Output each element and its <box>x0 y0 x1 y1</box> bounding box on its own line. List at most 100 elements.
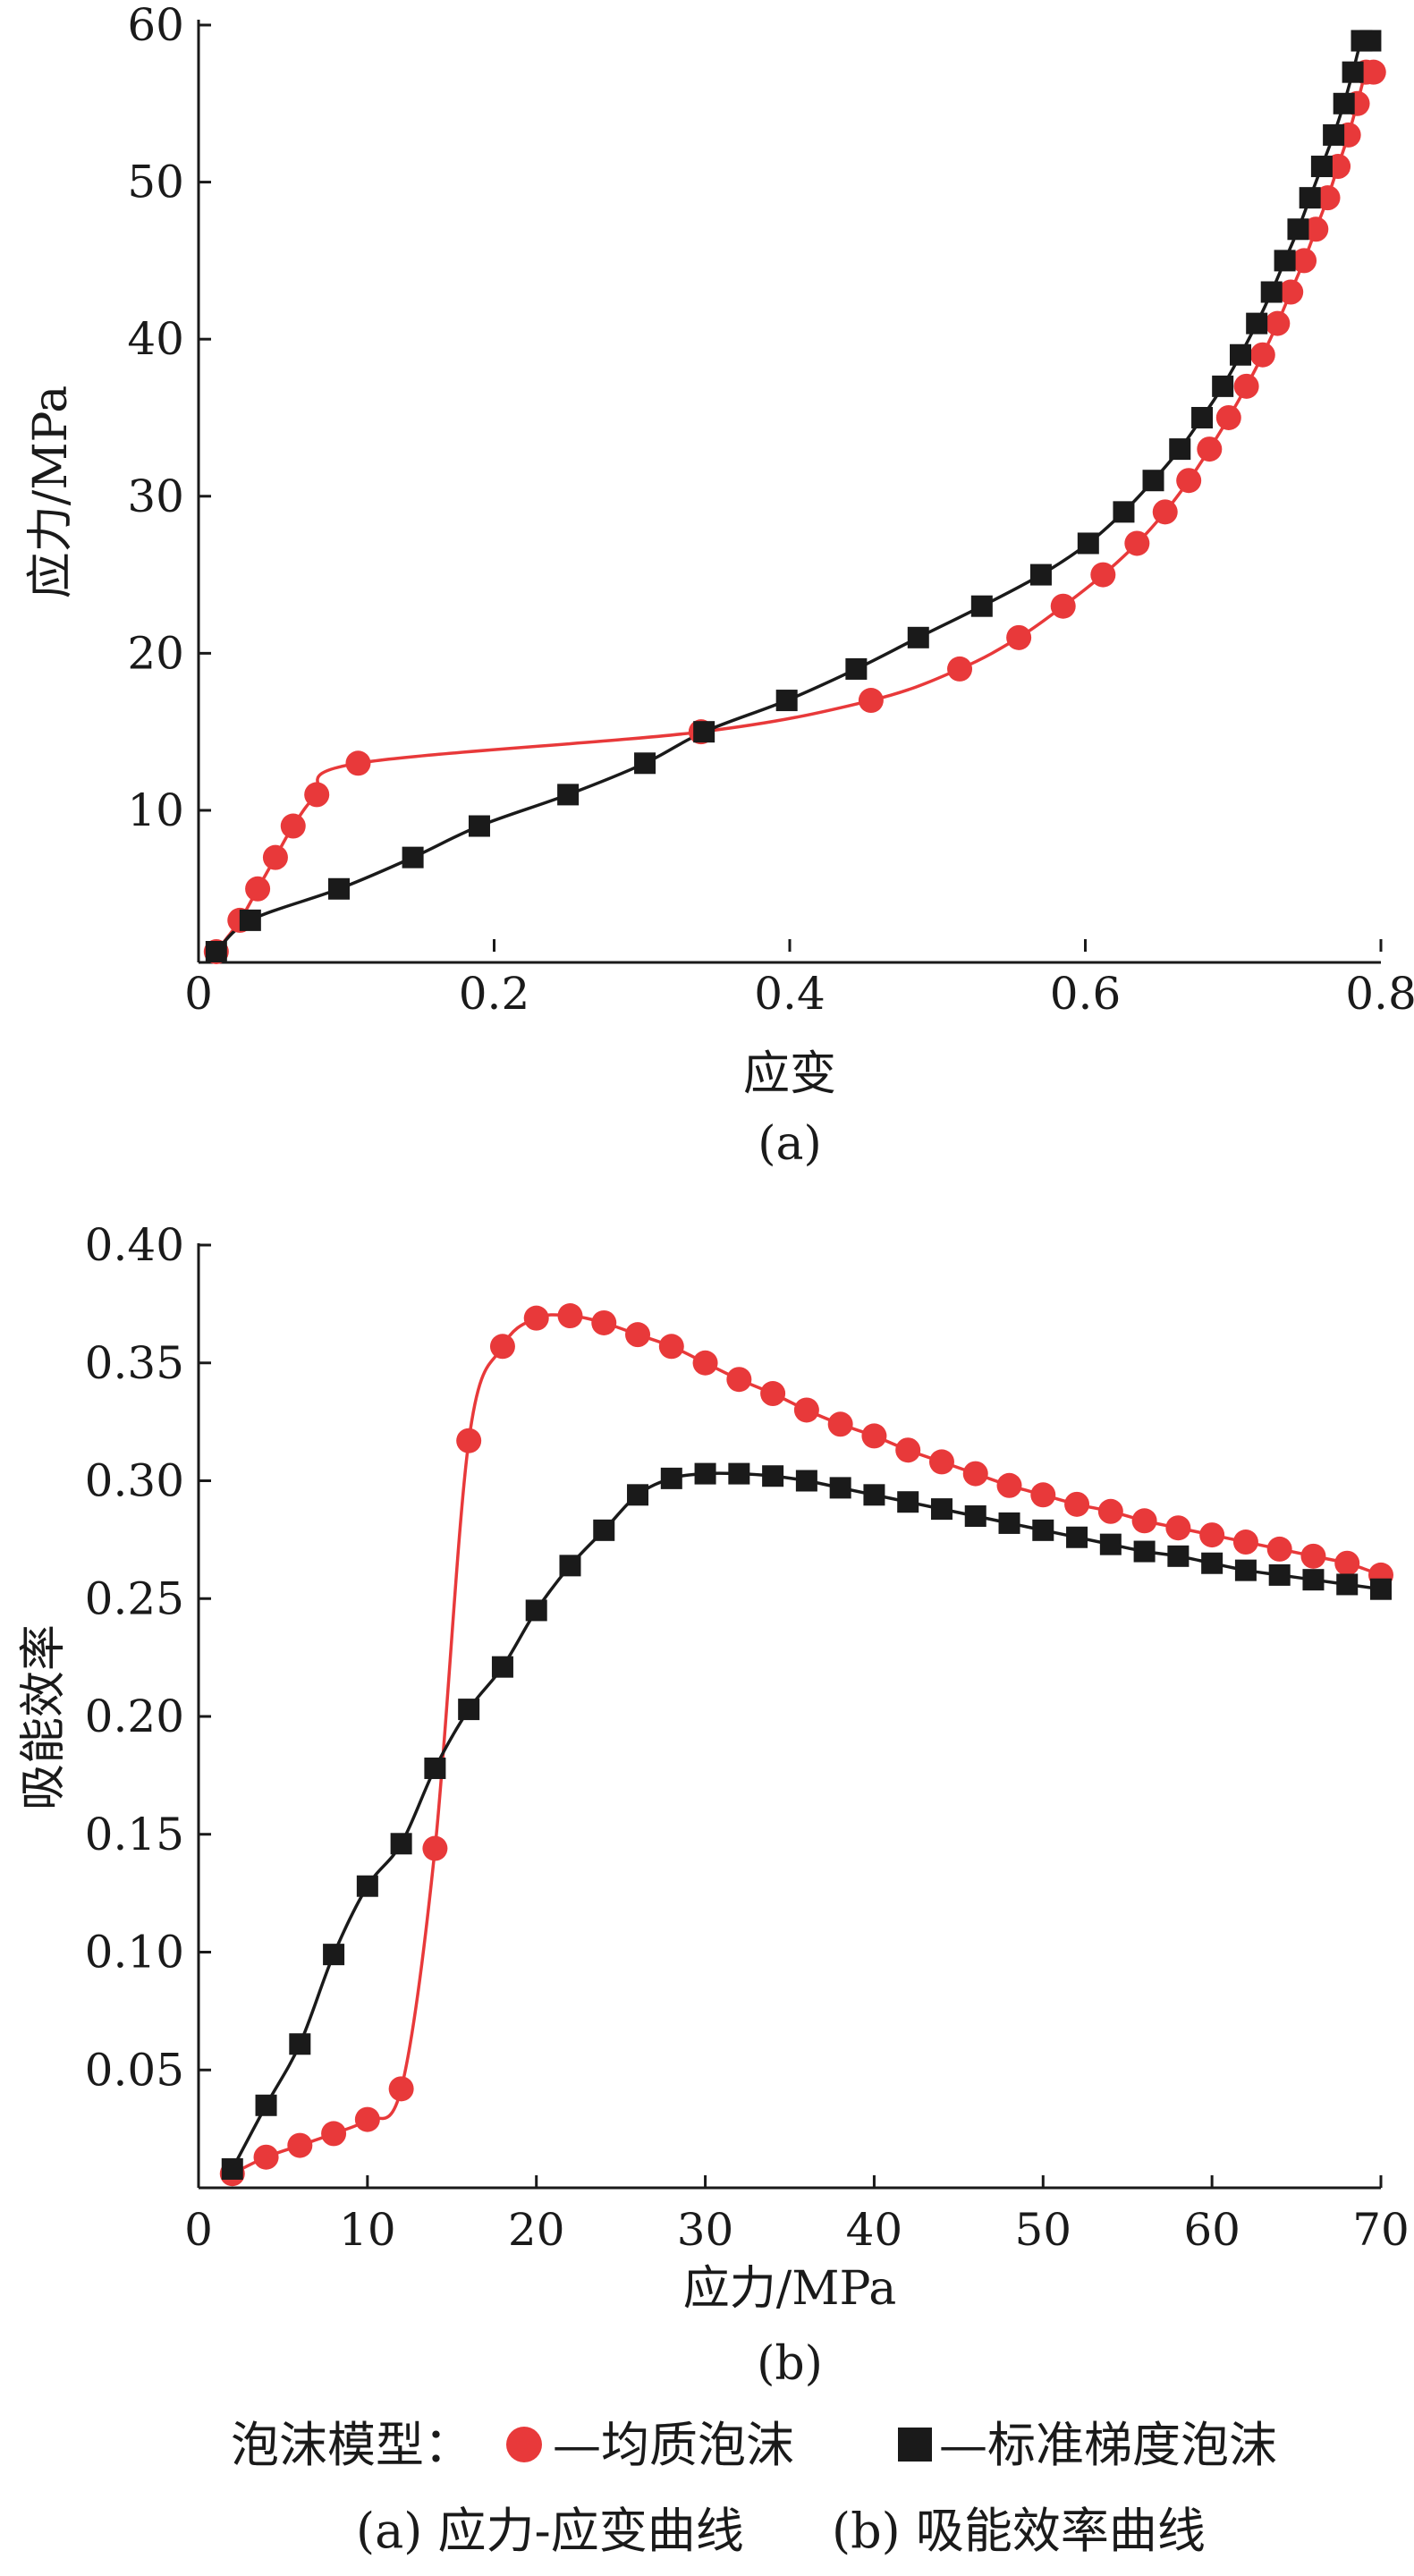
data-point-graded <box>255 2094 277 2116</box>
data-point-graded <box>634 752 656 775</box>
data-point-homogeneous <box>1266 1536 1292 1562</box>
data-point-graded <box>660 1467 682 1489</box>
stress-strain-chart: 10 20 30 40 50 60 0 0.2 0.4 0.6 0.8 应变 应力/MPa (a) <box>24 0 1414 1171</box>
data-point-graded <box>1230 343 1252 366</box>
data-point-graded <box>525 1599 547 1622</box>
data-point-homogeneous <box>1278 279 1304 305</box>
data-point-homogeneous <box>1152 499 1178 525</box>
y-tick-label: 0.15 <box>85 1809 184 1860</box>
x-tick-label: 20 <box>508 2204 565 2256</box>
data-point-graded <box>627 1484 649 1506</box>
data-point-homogeneous <box>1124 530 1150 556</box>
data-point-graded <box>402 846 424 869</box>
data-point-graded <box>863 1484 885 1506</box>
data-point-graded <box>964 1505 986 1528</box>
data-point-homogeneous <box>1197 436 1223 462</box>
data-point-homogeneous <box>280 813 306 839</box>
legend-label-graded: —标准梯度泡沫 <box>939 2417 1277 2473</box>
y-tick-label: 0.30 <box>85 1455 184 1507</box>
x-axis-title: 应变 <box>743 1047 836 1101</box>
y-tick-label: 40 <box>127 313 184 365</box>
caption-b: (b) 吸能效率曲线 <box>832 2503 1206 2559</box>
y-tick-label: 0.25 <box>85 1572 184 1624</box>
data-point-graded <box>693 721 715 743</box>
data-point-graded <box>1260 281 1283 303</box>
data-point-homogeneous <box>1315 185 1341 211</box>
data-point-graded <box>458 1699 480 1721</box>
y-tick-label: 30 <box>127 470 184 522</box>
y-tick-label: 20 <box>127 627 184 679</box>
series-lines <box>215 37 1375 953</box>
data-point-homogeneous <box>321 2121 347 2147</box>
data-point-homogeneous <box>253 2144 279 2170</box>
y-tick-label: 50 <box>127 157 184 208</box>
data-point-graded <box>593 1519 615 1541</box>
data-point-homogeneous <box>422 1835 448 1861</box>
data-point-homogeneous <box>354 2106 380 2132</box>
data-point-homogeneous <box>1131 1508 1157 1534</box>
y-tick-label: 0.35 <box>85 1337 184 1389</box>
caption: (a) 应力-应变曲线 (b) 吸能效率曲线 <box>356 2503 1206 2559</box>
panel-label-b: (b) <box>757 2337 823 2391</box>
data-point-homogeneous <box>726 1367 752 1393</box>
data-point-homogeneous <box>1199 1522 1225 1548</box>
data-point-graded <box>897 1491 919 1513</box>
data-point-homogeneous <box>1360 59 1386 85</box>
x-tick-label: 40 <box>846 2204 903 2256</box>
legend-marker-graded <box>898 2428 932 2462</box>
data-point-homogeneous <box>456 1428 482 1453</box>
data-point-graded <box>1287 218 1309 241</box>
data-point-homogeneous <box>1303 216 1329 242</box>
data-point-graded <box>845 657 868 680</box>
data-point-graded <box>829 1477 851 1499</box>
data-point-homogeneous <box>345 750 371 776</box>
data-point-homogeneous <box>1334 1550 1360 1576</box>
data-point-homogeneous <box>1233 373 1259 399</box>
data-point-homogeneous <box>1006 624 1032 650</box>
x-tick-label: 0 <box>184 968 213 1020</box>
y-tick-label: 0.10 <box>85 1927 184 1979</box>
data-point-homogeneous <box>1291 248 1317 274</box>
data-point-homogeneous <box>793 1397 819 1423</box>
series-markers <box>203 30 1386 964</box>
data-point-graded <box>907 626 929 648</box>
y-tick-label: 0.05 <box>85 2044 184 2096</box>
x-tick-label: 10 <box>339 2204 396 2256</box>
data-point-graded <box>1191 406 1214 428</box>
series-line-graded <box>215 37 1371 953</box>
y-ticks: 10 20 30 40 50 60 <box>127 0 211 836</box>
x-tick-label: 0 <box>184 2204 213 2256</box>
data-point-graded <box>557 784 580 806</box>
data-point-homogeneous <box>692 1350 718 1376</box>
x-tick-label: 60 <box>1183 2204 1240 2256</box>
data-point-graded <box>1169 438 1191 461</box>
data-point-homogeneous <box>996 1472 1022 1498</box>
data-point-graded <box>1234 1559 1257 1581</box>
data-point-graded <box>239 909 261 931</box>
panel-label-a: (a) <box>758 1117 822 1171</box>
x-ticks: 0 0.2 0.4 0.6 0.8 <box>184 939 1414 1020</box>
legend-prefix: 泡沫模型： <box>231 2417 472 2473</box>
data-point-graded <box>559 1555 581 1577</box>
x-tick-label: 30 <box>677 2204 734 2256</box>
series-lines <box>231 1313 1382 2175</box>
legend-label-homogeneous: —均质泡沫 <box>553 2417 794 2473</box>
series-line-homogeneous <box>215 68 1375 953</box>
y-tick-label: 60 <box>127 0 184 51</box>
data-point-homogeneous <box>895 1437 921 1463</box>
data-point-homogeneous <box>625 1322 651 1348</box>
data-point-homogeneous <box>1176 468 1202 494</box>
x-tick-label: 0.2 <box>459 968 530 1020</box>
caption-a: (a) 应力-应变曲线 <box>356 2503 744 2559</box>
data-point-graded <box>970 595 993 617</box>
data-point-graded <box>694 1462 716 1485</box>
data-point-graded <box>390 1833 412 1855</box>
data-point-homogeneous <box>1030 1482 1056 1508</box>
data-point-homogeneous <box>1249 342 1275 368</box>
data-point-graded <box>1370 1578 1392 1600</box>
data-point-graded <box>1133 1540 1156 1563</box>
data-point-graded <box>775 690 798 712</box>
data-point-graded <box>728 1462 750 1485</box>
data-point-homogeneous <box>947 656 973 682</box>
data-point-homogeneous <box>1300 1543 1326 1569</box>
